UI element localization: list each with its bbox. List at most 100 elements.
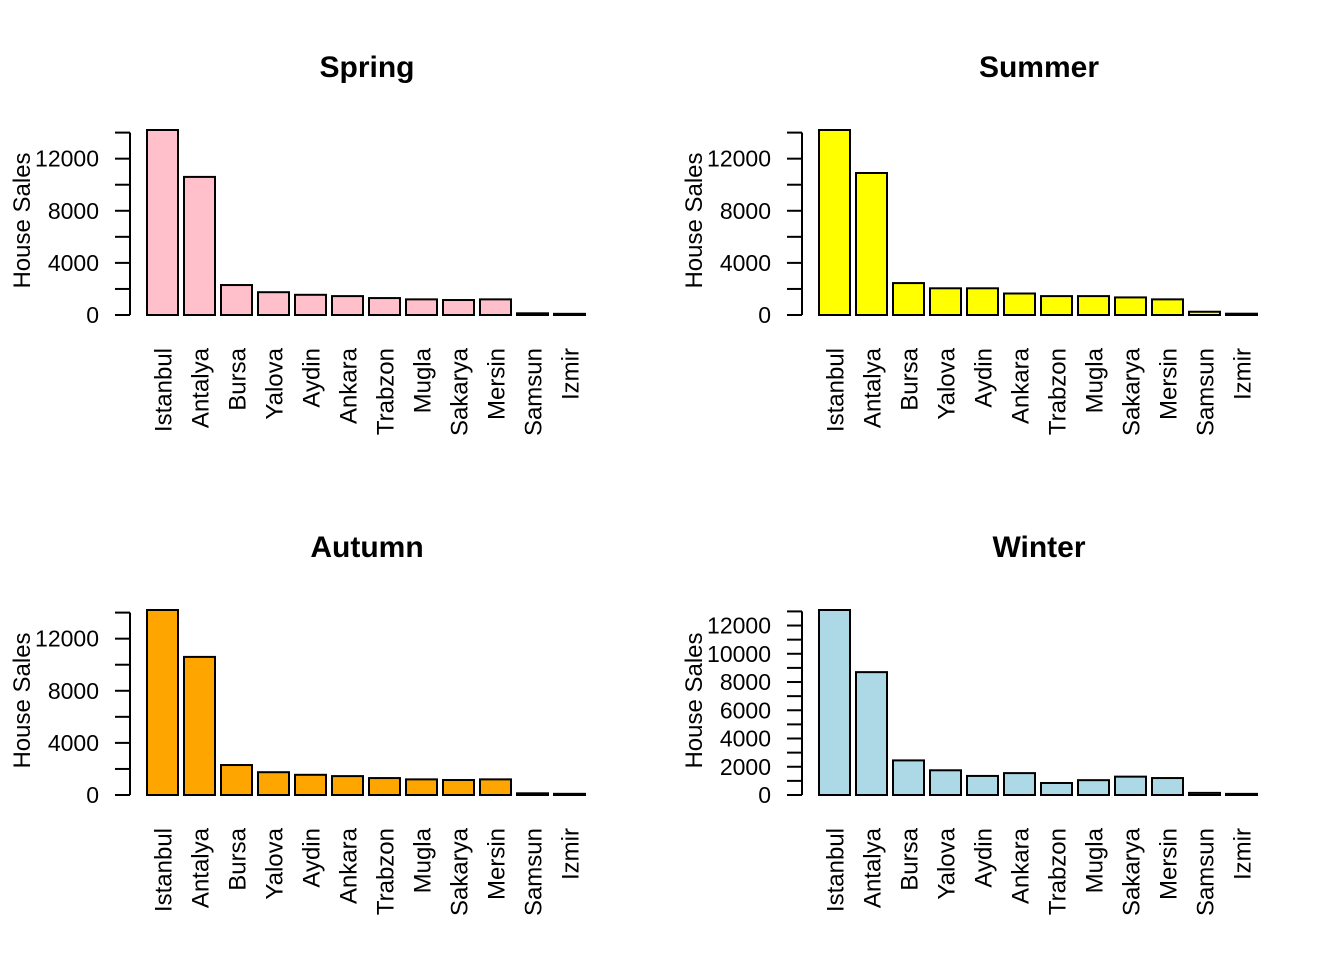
bar-bursa bbox=[220, 764, 253, 797]
y-tick-label: 4000 bbox=[720, 250, 771, 276]
chart-spring: Spring House Sales 0 4000 8000 12000 Istanbul A… bbox=[9, 51, 586, 436]
bar-mersin bbox=[1151, 777, 1184, 796]
x-tick-label: Izmir bbox=[1230, 828, 1257, 880]
bar-sakarya bbox=[1114, 296, 1147, 316]
y-axis-label: House Sales bbox=[681, 632, 708, 768]
bar-samsun bbox=[516, 792, 549, 796]
bar-izmir bbox=[1225, 312, 1258, 316]
bar-samsun bbox=[1188, 791, 1221, 796]
bar-aydin bbox=[966, 287, 999, 317]
bar-antalya bbox=[183, 175, 216, 316]
y-tick-label: 12000 bbox=[707, 613, 771, 639]
x-tick-label: Samsun bbox=[1193, 828, 1220, 916]
bar-aydin bbox=[294, 773, 327, 796]
bar-mersin bbox=[479, 298, 512, 317]
y-tick-label: 0 bbox=[758, 782, 771, 808]
bar-yalova bbox=[929, 287, 962, 317]
x-tick-label: Samsun bbox=[521, 828, 548, 916]
x-tick-label: Aydin bbox=[299, 348, 326, 408]
bar-mugla bbox=[1077, 295, 1110, 317]
bar-istanbul bbox=[146, 129, 179, 316]
bar-yalova bbox=[929, 769, 962, 796]
bar-izmir bbox=[1225, 792, 1258, 797]
bar-ankara bbox=[1003, 292, 1036, 316]
x-tick-label: Aydin bbox=[971, 828, 998, 888]
x-tick-label: Istanbul bbox=[151, 348, 178, 432]
x-tick-label: Istanbul bbox=[823, 828, 850, 912]
x-tick-label: Trabzon bbox=[373, 348, 400, 435]
bar-sakarya bbox=[442, 779, 475, 796]
x-tick-label: Aydin bbox=[971, 348, 998, 408]
x-tick-label: Sakarya bbox=[447, 347, 474, 436]
y-tick-label: 4000 bbox=[48, 730, 99, 756]
x-tick-label: Istanbul bbox=[823, 348, 850, 432]
x-tick-label: Mugla bbox=[410, 827, 437, 893]
y-tick-label: 12000 bbox=[35, 146, 99, 172]
x-tick-label: Trabzon bbox=[1045, 348, 1072, 435]
bar-sakarya bbox=[442, 299, 475, 317]
x-tick-label: Trabzon bbox=[373, 828, 400, 915]
bar-trabzon bbox=[1040, 781, 1073, 796]
x-tick-label: Antalya bbox=[188, 827, 215, 908]
x-tick-label: Mugla bbox=[1082, 827, 1109, 893]
y-tick-label: 8000 bbox=[48, 198, 99, 224]
x-tick-label: Bursa bbox=[897, 827, 924, 890]
x-tick-label: Mugla bbox=[1082, 347, 1109, 413]
bar-istanbul bbox=[818, 609, 851, 796]
bar-yalova bbox=[257, 291, 290, 317]
y-tick-label: 10000 bbox=[707, 641, 771, 667]
x-tick-label: Sakarya bbox=[447, 827, 474, 916]
bar-ankara bbox=[1003, 772, 1036, 796]
x-tick-label: Yalova bbox=[934, 827, 961, 899]
chart-title: Spring bbox=[320, 51, 415, 84]
bar-antalya bbox=[183, 655, 216, 797]
x-tick-label: Trabzon bbox=[1045, 828, 1072, 915]
bar-trabzon bbox=[368, 777, 401, 796]
y-axis-label: House Sales bbox=[9, 152, 36, 288]
x-tick-label: Istanbul bbox=[151, 828, 178, 912]
y-tick-label: 8000 bbox=[720, 198, 771, 224]
y-tick-label: 12000 bbox=[707, 146, 771, 172]
y-tick-label: 2000 bbox=[720, 754, 771, 780]
x-tick-label: Ankara bbox=[1008, 347, 1035, 424]
x-tick-label: Aydin bbox=[299, 828, 326, 888]
chart-autumn: Autumn House Sales 0 4000 8000 12000 Istanbul A… bbox=[9, 531, 586, 916]
y-tick-label: 8000 bbox=[720, 669, 771, 695]
y-tick-label: 0 bbox=[86, 782, 99, 808]
bar-samsun bbox=[1188, 310, 1221, 316]
bar-istanbul bbox=[818, 129, 851, 316]
chart-title: Winter bbox=[992, 531, 1085, 564]
x-tick-label: Yalova bbox=[262, 827, 289, 899]
bar-mugla bbox=[405, 778, 438, 797]
y-axis-label: House Sales bbox=[9, 632, 36, 768]
bar-bursa bbox=[220, 284, 253, 317]
x-tick-label: Antalya bbox=[860, 347, 887, 428]
bar-antalya bbox=[855, 671, 888, 796]
bar-mugla bbox=[1077, 779, 1110, 796]
x-tick-label: Izmir bbox=[1230, 348, 1257, 400]
bar-sakarya bbox=[1114, 775, 1147, 797]
y-tick-label: 12000 bbox=[35, 626, 99, 652]
y-tick-label: 6000 bbox=[720, 697, 771, 723]
bar-mugla bbox=[405, 298, 438, 317]
bar-ankara bbox=[331, 775, 364, 796]
x-tick-label: Mersin bbox=[484, 348, 511, 420]
bar-yalova bbox=[257, 771, 290, 796]
bar-izmir bbox=[553, 792, 586, 796]
chart-title: Summer bbox=[979, 51, 1099, 84]
x-tick-label: Mersin bbox=[1156, 828, 1183, 900]
x-tick-label: Mersin bbox=[1156, 348, 1183, 420]
y-axis-label: House Sales bbox=[681, 152, 708, 288]
y-tick-label: 4000 bbox=[720, 726, 771, 752]
x-tick-label: Samsun bbox=[521, 348, 548, 436]
bar-antalya bbox=[855, 171, 888, 316]
y-tick-label: 4000 bbox=[48, 250, 99, 276]
bar-mersin bbox=[479, 778, 512, 797]
x-tick-label: Antalya bbox=[188, 347, 215, 428]
x-tick-label: Sakarya bbox=[1119, 347, 1146, 436]
x-tick-label: Ankara bbox=[336, 827, 363, 904]
bar-bursa bbox=[892, 759, 925, 796]
y-tick-label: 0 bbox=[86, 302, 99, 328]
